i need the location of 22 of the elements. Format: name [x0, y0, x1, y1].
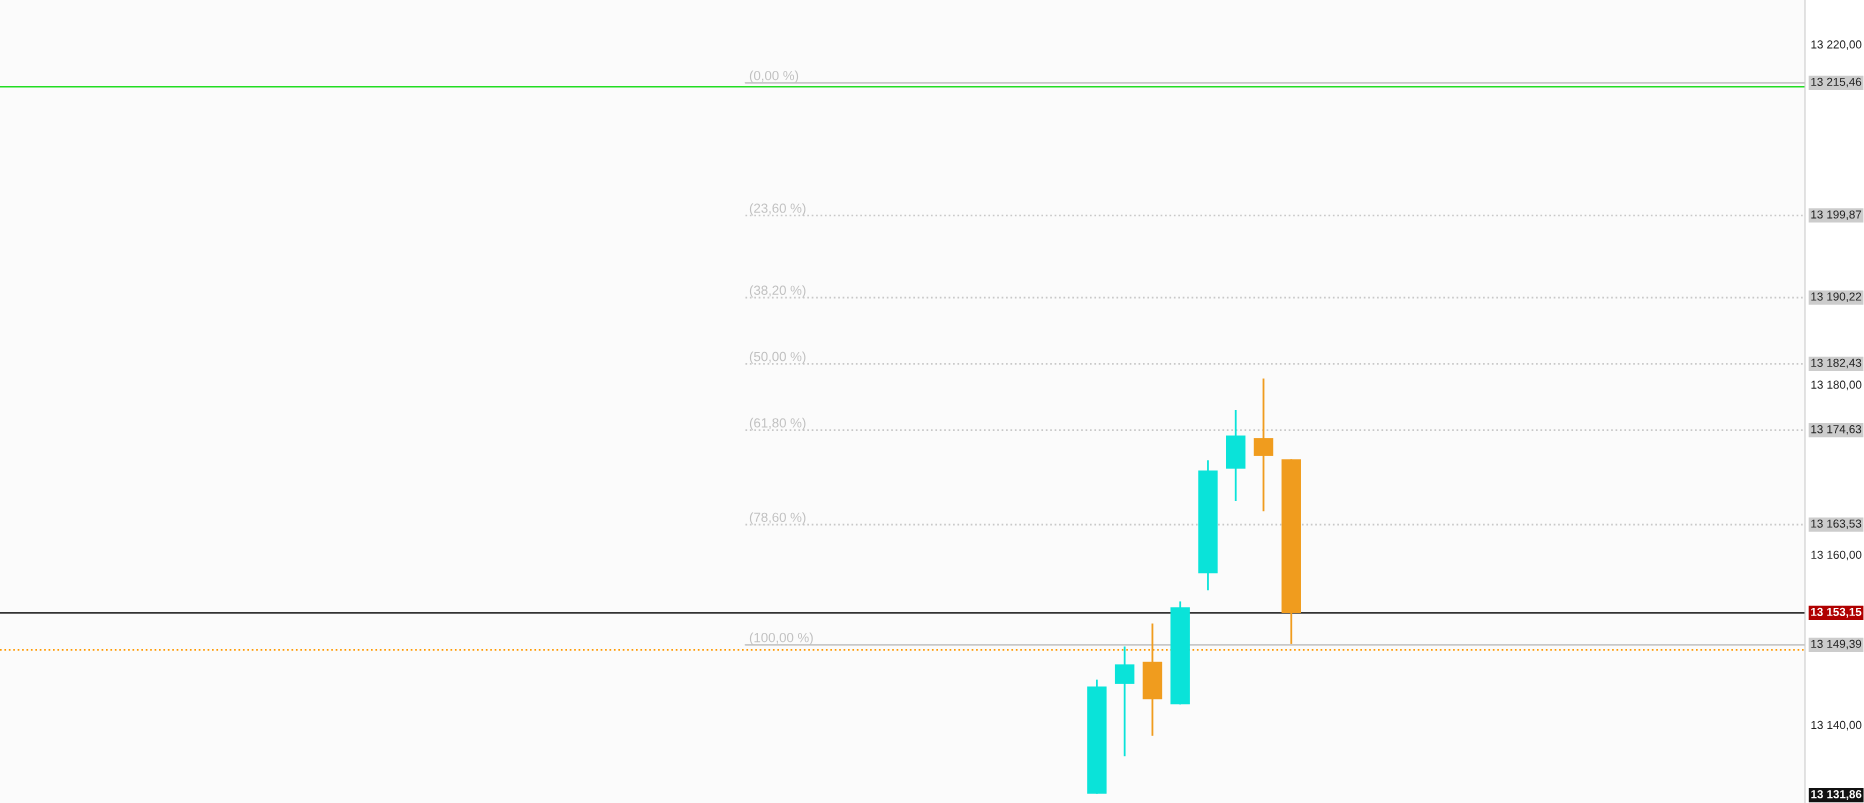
- y-tick-label: 13 131,86: [1811, 790, 1862, 800]
- annotation: (0,00 %): [749, 70, 799, 83]
- annotation: (100,00 %): [749, 632, 813, 645]
- annotation: (61,80 %): [749, 417, 806, 431]
- y-tick-label: 13 160,00: [1811, 550, 1862, 561]
- ref-line-label: 13 163,53: [1811, 519, 1862, 530]
- ref-line-label: 13 174,63: [1811, 425, 1862, 435]
- y-tick-label: 13 220,00: [1811, 40, 1862, 50]
- y-tick-label: 13 140,00: [1811, 720, 1862, 731]
- candlestick: [1114, 645, 1135, 758]
- annotation: (78,60 %): [749, 512, 806, 525]
- candlestick: [1253, 377, 1274, 513]
- ref-line-label: 13 199,87: [1811, 210, 1862, 220]
- annotation: (23,60 %): [749, 203, 806, 216]
- ref-line-label: 13 182,43: [1811, 358, 1862, 369]
- annotation: (50,00 %): [749, 351, 806, 364]
- ref-line-label: 13 215,46: [1811, 77, 1862, 88]
- ref-line-label: 13 153,15: [1811, 607, 1862, 618]
- annotation: (38,20 %): [749, 285, 806, 298]
- ref-line-label: 13 190,22: [1811, 292, 1862, 303]
- ref-line-label: 13 149,39: [1811, 639, 1862, 650]
- y-tick-label: 13 180,00: [1811, 380, 1862, 391]
